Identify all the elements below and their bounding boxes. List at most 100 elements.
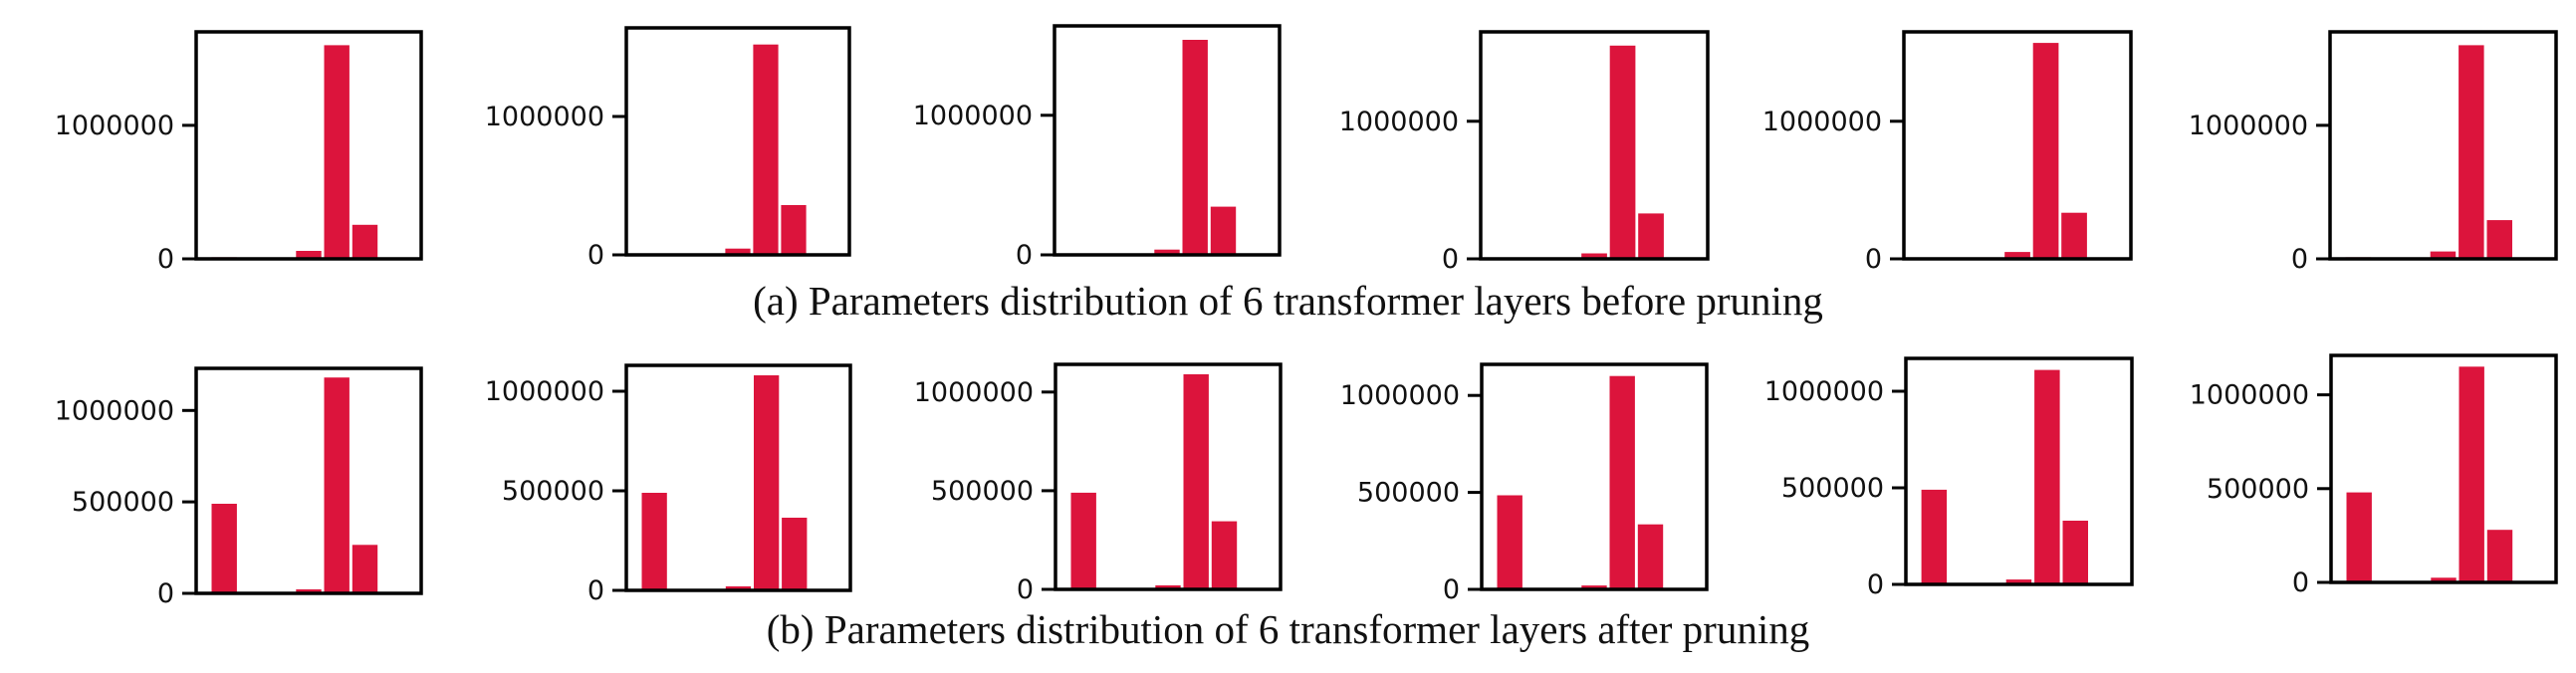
histogram-bar (1497, 495, 1522, 589)
panel-b-6: 0 500000 1000000 (2190, 353, 2558, 598)
caption-before-pruning: (a) Parameters distribution of 6 transfo… (753, 278, 1823, 324)
panel-a-5: 0 1000000 (1762, 30, 2133, 275)
histogram-bar (2346, 492, 2372, 582)
y-tick-label: 0 (1017, 574, 1034, 605)
panel-b-1: 0 500000 1000000 (55, 366, 423, 609)
histogram-bar (725, 248, 751, 255)
panel-frame (2328, 30, 2558, 261)
panel-a-3: 0 1000000 (913, 24, 1282, 271)
histogram-bar (1609, 45, 1636, 259)
y-tick-label: 0 (587, 575, 604, 606)
panel-frame (1904, 356, 2134, 586)
y-tick-label: 1000000 (914, 377, 1034, 408)
panel-frame (194, 366, 423, 595)
panel-a-1: 0 1000000 (55, 30, 423, 275)
panel-frame (1054, 362, 1283, 591)
histogram-bar (2459, 45, 2484, 260)
y-tick-label: 0 (587, 240, 604, 271)
panel-frame (1479, 30, 1710, 261)
y-tick-label: 500000 (1357, 478, 1460, 509)
y-tick-label: 1000000 (55, 395, 174, 426)
y-tick-label: 0 (1865, 244, 1882, 275)
histogram-bar (296, 589, 322, 593)
y-tick-label: 500000 (2207, 474, 2309, 505)
y-tick-label: 1000000 (2190, 380, 2309, 411)
panel-a-4: 0 1000000 (1339, 30, 1710, 275)
histogram-bar (754, 375, 780, 590)
histogram-bar (1921, 489, 1948, 584)
y-tick-label: 1000000 (1762, 107, 1882, 137)
histogram-bar (753, 44, 779, 256)
histogram-bar (1211, 521, 1238, 589)
panel-frame (2329, 353, 2558, 584)
histogram-bar (2032, 43, 2059, 259)
histogram-bar (2005, 579, 2032, 584)
histogram-bar (324, 377, 350, 593)
panel-b-5: 0 500000 1000000 (1764, 356, 2134, 600)
histogram-bar (1637, 524, 1664, 589)
panel-frame (1902, 30, 2133, 261)
y-tick-label: 1000000 (485, 102, 604, 132)
histogram-bar (1182, 40, 1208, 255)
panel-a-2: 0 1000000 (485, 26, 851, 271)
histogram-bar (211, 504, 237, 593)
y-tick-label: 1000000 (1339, 107, 1459, 137)
histogram-bar (2430, 251, 2457, 259)
histogram-bar (2034, 369, 2060, 584)
panel-frame (1053, 24, 1282, 257)
y-tick-label: 0 (157, 244, 174, 275)
histogram-bar (1070, 492, 1096, 589)
y-tick-label: 0 (1443, 574, 1460, 605)
panel-a-6: 0 1000000 (2189, 30, 2558, 275)
y-tick-label: 1000000 (55, 111, 174, 141)
panel-frame (624, 26, 851, 257)
y-tick-label: 0 (2291, 244, 2308, 275)
y-tick-label: 0 (157, 578, 174, 609)
histogram-bar (2061, 212, 2087, 259)
histogram-bar (725, 586, 752, 590)
histogram-bar (351, 545, 378, 593)
histogram-bar (2486, 220, 2512, 259)
y-tick-label: 500000 (502, 476, 604, 507)
y-tick-label: 1000000 (1764, 376, 1884, 407)
histogram-bar (782, 518, 808, 590)
histogram-bar (2459, 366, 2484, 582)
y-tick-label: 1000000 (2189, 111, 2308, 141)
histogram-bar (296, 251, 322, 259)
histogram-bar (1638, 213, 1664, 259)
y-tick-label: 500000 (931, 476, 1034, 507)
y-tick-label: 500000 (72, 487, 174, 518)
y-tick-label: 1000000 (1340, 380, 1460, 411)
y-tick-label: 0 (2292, 567, 2309, 598)
histogram-bar (1155, 585, 1181, 589)
histogram-bar (2004, 252, 2030, 259)
histogram-bar (351, 224, 378, 259)
panel-b-4: 0 500000 1000000 (1340, 362, 1709, 605)
histogram-bar (2062, 521, 2088, 584)
histogram-bar (1154, 249, 1180, 255)
y-tick-label: 1000000 (485, 376, 604, 407)
histogram-bar (1581, 585, 1607, 589)
caption-after-pruning: (b) Parameters distribution of 6 transfo… (766, 606, 1810, 652)
histogram-bar (2431, 577, 2457, 582)
histogram-bar (324, 45, 350, 260)
panel-b-2: 0 500000 1000000 (485, 363, 852, 606)
y-tick-label: 0 (1867, 569, 1884, 600)
histogram-bar (1183, 373, 1209, 589)
histogram-bar (641, 493, 667, 590)
y-tick-label: 0 (1442, 244, 1459, 275)
histogram-bar (1210, 206, 1237, 255)
histogram-bar (1581, 253, 1607, 259)
panel-frame (1480, 362, 1709, 591)
histogram-bar (1609, 375, 1635, 589)
y-tick-label: 1000000 (913, 101, 1033, 131)
histogram-bar (2486, 530, 2513, 582)
panel-frame (624, 363, 852, 592)
panel-b-3: 0 500000 1000000 (914, 362, 1283, 605)
y-tick-label: 500000 (1781, 473, 1884, 504)
histogram-bar (781, 205, 807, 255)
y-tick-label: 0 (1016, 240, 1033, 271)
panel-frame (194, 30, 423, 261)
